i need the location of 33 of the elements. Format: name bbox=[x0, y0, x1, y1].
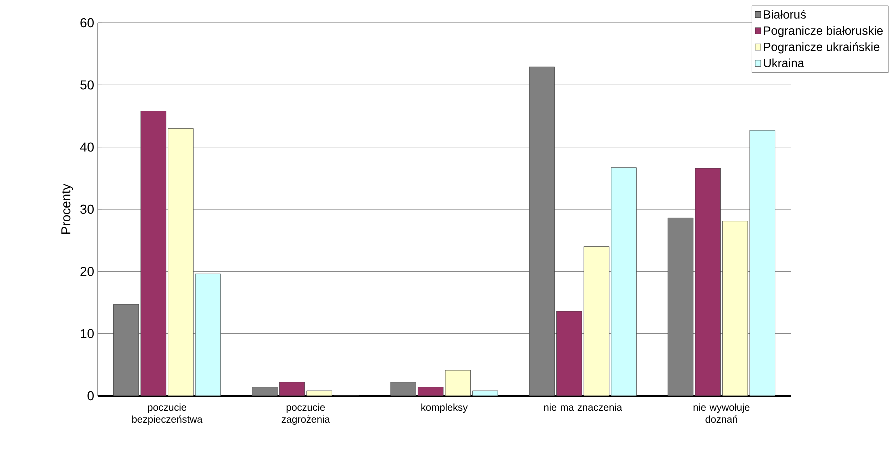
bar bbox=[722, 221, 748, 396]
bar bbox=[584, 246, 610, 396]
bar bbox=[280, 382, 305, 396]
x-tick-label: nie wywołuje doznań bbox=[694, 404, 750, 424]
bar bbox=[114, 304, 140, 396]
bar bbox=[390, 382, 416, 396]
y-tick-label: 10 bbox=[81, 329, 94, 338]
y-tick-label: 20 bbox=[80, 267, 94, 276]
x-tick-label: poczucie bezpieczeństwa bbox=[132, 404, 203, 426]
x-tick-label: nie ma znaczenia bbox=[544, 404, 622, 412]
y-tick-label: 30 bbox=[80, 204, 94, 214]
bar bbox=[168, 128, 194, 396]
legend-label: Pogranicze białoruskie bbox=[764, 26, 883, 38]
bar bbox=[668, 218, 694, 396]
legend-label: Ukraina bbox=[764, 58, 804, 68]
bar bbox=[529, 66, 556, 396]
y-tick-label: 0 bbox=[88, 391, 94, 401]
legend-label: Pogranicze ukraińskie bbox=[764, 42, 880, 54]
bar bbox=[611, 168, 637, 396]
y-tick-label: 40 bbox=[80, 142, 94, 152]
bar bbox=[445, 370, 471, 396]
legend-label: Białoruś bbox=[764, 10, 806, 19]
bar bbox=[252, 387, 278, 396]
y-tick-label: 50 bbox=[80, 80, 94, 90]
bar bbox=[140, 111, 167, 396]
bar bbox=[750, 130, 776, 396]
bar bbox=[556, 311, 582, 396]
x-tick-label: kompleksy bbox=[422, 404, 468, 414]
bar bbox=[695, 168, 721, 396]
y-axis-title: Procenty bbox=[62, 184, 74, 234]
bar bbox=[195, 274, 222, 396]
y-tick-label: 60 bbox=[80, 18, 94, 28]
x-tick-label: poczucie zagrożenia bbox=[282, 404, 330, 426]
